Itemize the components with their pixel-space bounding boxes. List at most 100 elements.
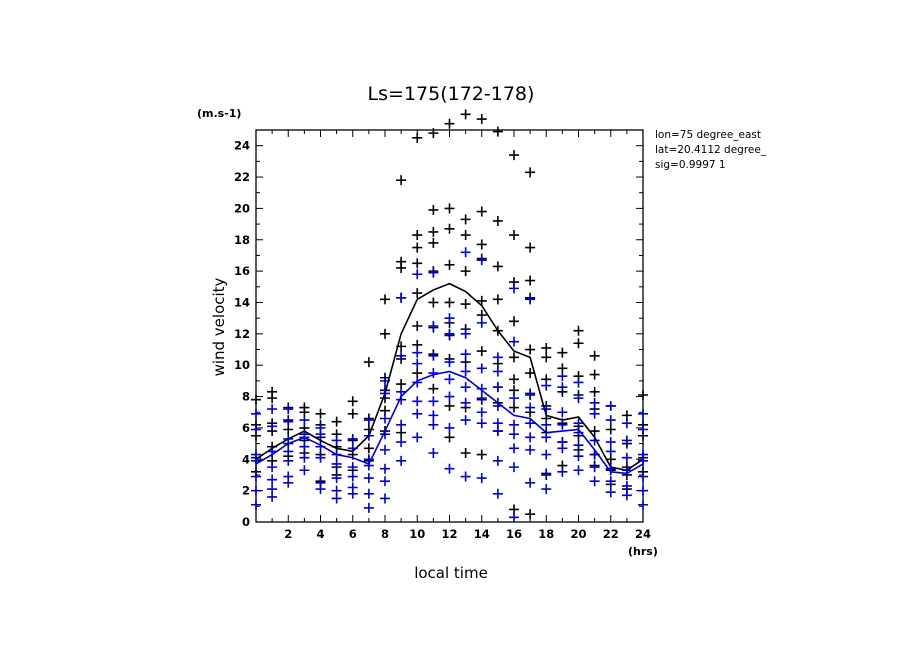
scatter-point-blue [444,391,455,402]
scatter-point-blue [621,435,632,446]
scatter-point-blue [509,443,519,454]
scatter-point-blue [638,449,648,460]
scatter-point-blue [251,408,261,419]
scatter-point-blue [638,471,648,482]
scatter-point-blue [444,374,455,385]
scatter-point-blue [396,455,407,466]
scatter-point-blue [589,462,600,473]
scatter-point-black [412,242,423,253]
scatter-point-blue [412,269,423,280]
scatter-point-blue [396,437,407,448]
scatter-point-black [396,256,407,267]
scatter-point-black [476,449,487,460]
chart-title: Ls=175(172-178) [368,83,535,105]
scatter-point-black [444,259,455,270]
scatter-point-black [589,386,600,397]
annotation-sig: sig=0.9997 1 [655,159,726,171]
scatter-point-blue [573,451,584,462]
scatter-point-blue [412,347,423,358]
scatter-point-black [460,214,471,225]
scatter-point-blue [267,462,278,473]
scatter-point-blue [267,404,278,415]
scatter-point-blue [380,493,390,504]
scatter-point-black [412,132,423,143]
scatter-point-blue [573,465,584,476]
scatter-point-blue [412,377,423,388]
scatter-point-blue [476,383,487,394]
scatter-point-blue [251,471,261,482]
scatter-point-blue [428,419,439,430]
x-tick-label: 22 [603,527,619,541]
scatter-point-blue [476,255,487,266]
scatter-point-blue [396,386,407,397]
scatter-point-blue [541,404,552,415]
scatter-point-blue [557,437,568,448]
scatter-point-blue [557,466,568,477]
scatter-point-blue [573,418,584,429]
scatter-point-blue [396,419,407,430]
scatter-point-blue [476,407,487,418]
scatter-point-blue [444,422,455,433]
scatter-point-blue [283,416,294,427]
y-tick-label: 20 [234,201,250,215]
scatter-point-black [492,215,503,226]
scatter-point-black [444,118,455,129]
scatter-point-black [299,402,310,413]
x-tick-label: 12 [441,527,457,541]
scatter-point-blue [283,404,294,415]
scatter-point-blue [476,473,487,484]
scatter-point-blue [525,432,536,443]
scatter-point-blue [283,433,294,444]
scatter-point-black [363,357,374,368]
scatter-point-black [589,426,600,437]
scatter-point-black [396,175,407,186]
scatter-point-blue [363,473,374,484]
scatter-point-black [460,448,471,459]
scatter-point-blue [315,422,326,433]
scatter-point-black [509,402,519,413]
scatter-point-black [525,509,536,520]
scatter-point-black [573,325,584,336]
scatter-point-blue [444,328,455,339]
x-tick-label: 14 [474,527,490,541]
scatter-point-black [251,394,261,405]
scatter-point-black [444,203,455,214]
scatter-point-blue [476,393,487,404]
scatter-point-blue [509,429,519,440]
scatter-point-black [428,204,439,215]
scatter-point-black [492,294,503,305]
scatter-point-black [460,266,471,277]
scatter-point-blue [331,485,342,496]
scatter-point-blue [605,446,616,457]
scatter-point-blue [541,468,552,479]
scatter-point-blue [525,418,536,429]
scatter-point-blue [509,512,519,523]
scatter-point-blue [283,455,294,466]
scatter-point-blue [573,393,584,404]
scatter-point-black [509,374,519,385]
scatter-point-blue [428,448,439,459]
x-tick-label: 16 [506,527,522,541]
scatter-point-blue [492,382,503,393]
scatter-point-black [541,352,552,363]
scatter-point-black [460,230,471,241]
scatter-point-blue [621,480,632,491]
scatter-point-blue [492,352,503,363]
scatter-point-blue [363,415,374,426]
scatter-point-black [331,416,342,427]
scatter-point-blue [380,375,390,386]
scatter-point-black [541,342,552,353]
scatter-point-black [347,408,358,419]
scatter-point-black [476,346,487,357]
y-axis-label: wind velocity [210,277,228,376]
scatter-point-black [525,242,536,253]
scatter-point-blue [363,502,374,513]
x-tick-label: 20 [570,527,586,541]
x-tick-label: 24 [635,527,651,541]
scatter-point-blue [589,408,600,419]
scatter-point-blue [331,435,342,446]
scatter-point-blue [541,449,552,460]
x-tick-label: 6 [349,527,357,541]
scatter-point-blue [476,363,487,374]
scatter-point-black [476,114,487,125]
